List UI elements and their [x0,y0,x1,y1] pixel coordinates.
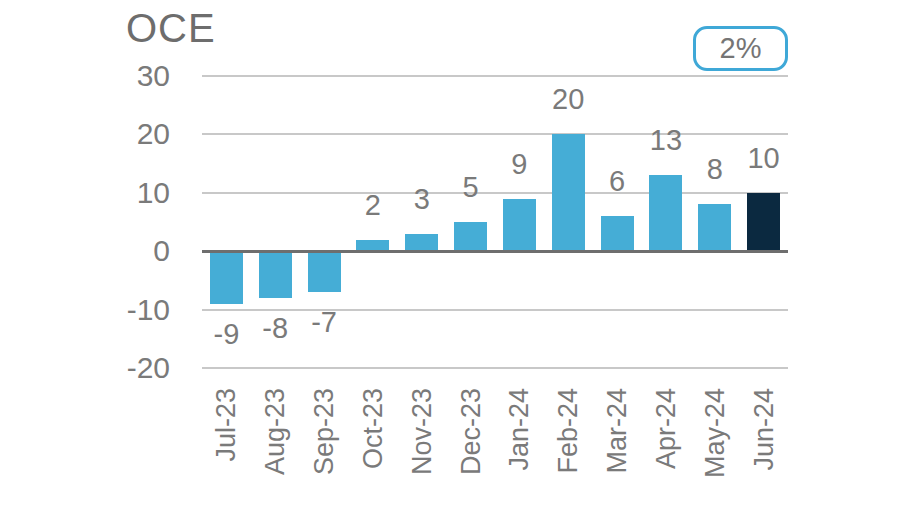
x-axis-tick-label: Apr-24 [651,388,681,498]
bar-value-label: 9 [474,147,564,181]
x-axis-tick-label: Jul-23 [211,388,241,498]
percentage-badge-label: 2% [720,32,762,65]
bar-value-label: 10 [719,141,809,175]
bar-Jan-24 [503,199,536,252]
y-axis-tick-label: 30 [80,57,170,95]
x-axis-tick-label: Jun-24 [749,388,779,498]
y-axis-tick-label: 20 [80,115,170,153]
bar-value-label: 6 [572,164,662,198]
x-axis-tick-label: Nov-23 [407,388,437,498]
bar-value-label: -7 [279,305,369,339]
bar-Jun-24 [747,193,780,251]
bar-Mar-24 [601,216,634,251]
bar-Dec-23 [454,222,487,251]
chart-title: OCE [126,6,216,51]
x-axis-tick-label: Feb-24 [553,388,583,498]
bar-chart-figure: OCE 2% 3020100-10-20-9Jul-23-8Aug-23-7Se… [0,0,900,506]
bar-Nov-23 [405,234,438,252]
bar-Aug-23 [259,251,292,298]
bar-May-24 [698,204,731,251]
y-axis-tick-label: -10 [80,291,170,329]
y-axis-tick-label: 10 [80,174,170,212]
x-axis-tick-label: May-24 [700,388,730,498]
y-axis-tick-label: -20 [80,349,170,387]
bar-Jul-23 [210,251,243,304]
percentage-badge: 2% [693,26,788,71]
bar-Sep-23 [308,251,341,292]
x-axis-tick-label: Oct-23 [358,388,388,498]
gridline-y--20 [202,367,788,369]
x-axis-tick-label: Jan-24 [504,388,534,498]
x-axis-tick-label: Sep-23 [309,388,339,498]
gridline-y-30 [202,75,788,77]
y-axis-tick-label: 0 [80,232,170,270]
bar-value-label: 20 [523,82,613,116]
x-axis-tick-label: Aug-23 [260,388,290,498]
x-axis-tick-label: Dec-23 [456,388,486,498]
zero-axis-line [202,250,788,253]
x-axis-tick-label: Mar-24 [602,388,632,498]
